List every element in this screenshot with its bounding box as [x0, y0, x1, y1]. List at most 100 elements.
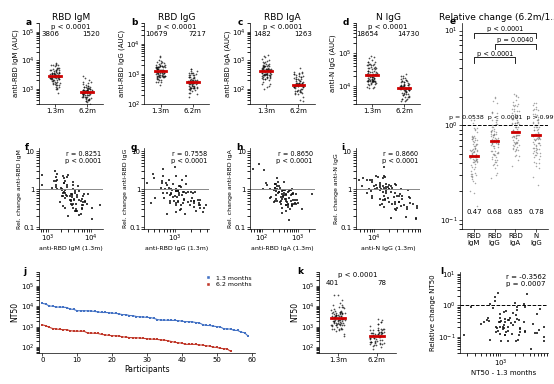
Point	[488, 147, 496, 154]
Point	[296, 82, 305, 88]
Point	[371, 69, 380, 75]
Point	[78, 202, 86, 209]
Point	[188, 78, 197, 84]
Point	[191, 189, 199, 195]
Point	[259, 68, 268, 74]
Point	[532, 145, 541, 151]
Point	[88, 205, 96, 211]
Text: 3806: 3806	[42, 31, 59, 37]
Text: 18654: 18654	[356, 31, 378, 37]
Point	[373, 174, 382, 180]
Point	[264, 52, 273, 58]
Point	[490, 132, 499, 138]
Point	[184, 81, 193, 87]
Point	[168, 187, 177, 194]
Point	[294, 76, 303, 83]
Point	[494, 137, 503, 143]
Point	[187, 82, 196, 88]
Point	[367, 339, 376, 345]
Point	[507, 129, 516, 136]
Text: j: j	[24, 266, 27, 276]
Text: 1263: 1263	[294, 31, 312, 37]
Point	[368, 57, 377, 63]
Point	[373, 184, 382, 190]
Point	[181, 173, 190, 179]
Point	[281, 187, 290, 194]
Point	[260, 63, 269, 69]
Point	[376, 340, 384, 346]
Point	[381, 190, 390, 197]
Point	[86, 308, 95, 314]
Point	[294, 91, 302, 97]
Point	[51, 74, 60, 80]
Point	[531, 121, 540, 127]
Point	[284, 204, 293, 210]
Point	[329, 306, 338, 312]
Point	[150, 336, 158, 342]
Point	[380, 173, 389, 179]
Point	[84, 97, 93, 103]
Point	[184, 90, 193, 96]
Point	[73, 192, 82, 198]
Point	[244, 333, 253, 339]
Point	[466, 154, 475, 160]
Point	[83, 87, 91, 93]
Point	[269, 187, 278, 194]
Point	[184, 341, 193, 348]
Point	[365, 85, 373, 91]
Point	[276, 185, 285, 191]
Point	[373, 327, 382, 333]
Point	[61, 177, 70, 184]
Point	[296, 76, 305, 83]
Point	[278, 192, 287, 199]
Point	[76, 308, 85, 314]
Point	[378, 201, 387, 207]
Point	[499, 325, 508, 331]
Point	[529, 120, 537, 126]
Point	[153, 336, 162, 343]
Point	[531, 137, 540, 143]
Point	[366, 71, 375, 78]
Point	[511, 140, 520, 146]
Point	[501, 319, 510, 325]
Point	[159, 73, 168, 79]
Point	[370, 78, 378, 84]
Point	[529, 145, 538, 151]
Point	[375, 334, 383, 341]
Point	[330, 318, 339, 324]
Point	[530, 137, 539, 143]
Point	[496, 324, 505, 330]
Point	[483, 317, 492, 323]
Point	[274, 189, 283, 195]
Point	[532, 131, 541, 137]
Point	[62, 327, 71, 333]
Point	[498, 324, 507, 331]
Point	[376, 196, 384, 202]
Point	[184, 74, 193, 80]
Point	[513, 94, 522, 100]
Point	[391, 199, 400, 205]
Point	[266, 67, 275, 73]
Point	[338, 316, 347, 322]
Point	[51, 168, 60, 174]
Point	[53, 65, 61, 71]
Point	[398, 75, 407, 81]
Point	[499, 321, 508, 328]
Point	[529, 141, 538, 147]
Text: p < 0.0001: p < 0.0001	[263, 24, 302, 30]
Point	[487, 127, 496, 133]
Point	[187, 198, 196, 204]
Point	[364, 73, 373, 79]
Point	[83, 89, 92, 96]
Point	[529, 119, 538, 125]
Point	[265, 81, 274, 88]
Point	[79, 202, 88, 208]
Point	[80, 88, 89, 94]
Point	[48, 326, 57, 332]
Point	[85, 86, 94, 92]
Point	[263, 182, 272, 188]
Point	[155, 72, 164, 78]
Point	[512, 113, 521, 119]
Point	[512, 132, 521, 138]
Point	[491, 172, 500, 179]
